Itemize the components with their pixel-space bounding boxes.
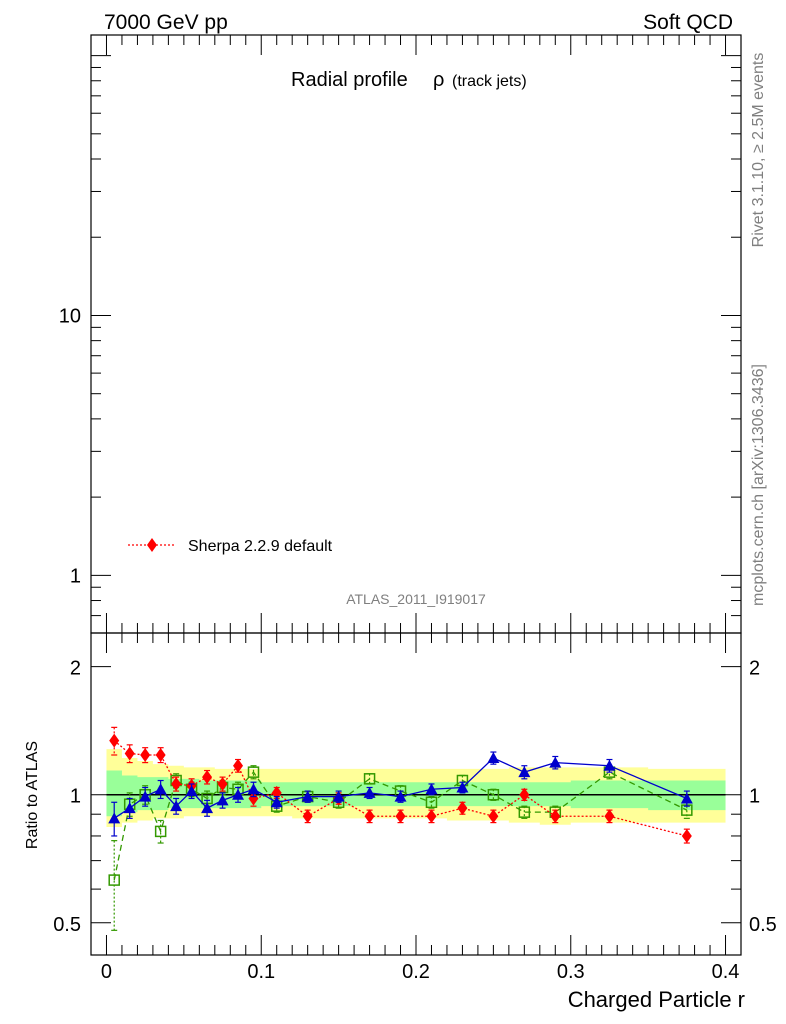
data-point xyxy=(425,783,438,795)
data-point xyxy=(681,828,692,843)
series-line xyxy=(113,771,688,881)
data-point xyxy=(395,809,406,824)
x-tick-label: 0 xyxy=(101,961,112,983)
ratio-y-tick-label-left: 0.5 xyxy=(53,914,81,936)
data-point xyxy=(247,766,260,778)
data-point xyxy=(248,791,259,806)
data-point xyxy=(171,776,182,791)
data-point xyxy=(680,792,693,804)
main-panel: 1 10 Radial profile ρ (track jets) Sherpa… xyxy=(59,34,742,634)
data-point xyxy=(247,783,260,795)
ratio-x-tick-labels: 0 0.1 0.2 0.3 0.4 xyxy=(101,961,740,983)
data-point xyxy=(363,786,376,798)
title-symbol: ρ xyxy=(433,69,444,91)
ratio-series-diamond xyxy=(109,726,692,844)
x-tick-label: 0.3 xyxy=(557,961,585,983)
header-process-label: Soft QCD xyxy=(643,11,733,34)
ratio-y-tick-label-left: 1 xyxy=(70,786,81,808)
data-point xyxy=(488,809,499,824)
data-point xyxy=(201,802,214,814)
data-point xyxy=(108,874,120,886)
legend-label: Sherpa 2.2.9 default xyxy=(188,538,333,555)
main-title: Radial profile ρ (track jets) xyxy=(291,69,527,91)
data-point xyxy=(123,802,136,814)
data-point xyxy=(394,790,407,802)
ratio-y-tick-label-right: 1 xyxy=(749,786,760,808)
x-tick-label: 0.4 xyxy=(712,961,740,983)
ratio-y-tick-label-left: 2 xyxy=(70,658,81,680)
data-point xyxy=(154,825,167,838)
data-point xyxy=(109,733,120,748)
data-point xyxy=(154,783,167,795)
data-point xyxy=(270,796,283,808)
mcplots-label: mcplots.cern.ch [arXiv:1306.3436] xyxy=(750,364,767,606)
x-tick-label: 0.2 xyxy=(402,961,430,983)
ratio-y-tick-label-right: 0.5 xyxy=(749,914,777,936)
series-line xyxy=(113,740,687,837)
data-point xyxy=(550,809,561,824)
title-suffix: (track jets) xyxy=(452,73,527,90)
ratio-ticks xyxy=(91,633,741,955)
data-point xyxy=(549,756,562,768)
data-point xyxy=(202,770,213,785)
data-point xyxy=(363,773,376,785)
ratio-y-tick-labels: 0.5 0.5 1 1 2 2 xyxy=(53,658,777,936)
data-point xyxy=(185,785,198,797)
header-energy-label: 7000 GeV pp xyxy=(104,11,228,34)
ratio-series xyxy=(108,726,693,931)
data-point xyxy=(216,794,229,806)
data-point xyxy=(170,800,183,812)
data-point xyxy=(301,790,314,802)
data-point xyxy=(457,801,468,816)
ratio-y-axis-label: Ratio to ATLAS xyxy=(24,741,41,849)
ratio-y-tick-label-right: 2 xyxy=(749,658,760,680)
title-text: Radial profile xyxy=(291,69,408,91)
data-point xyxy=(604,809,615,824)
data-point xyxy=(364,809,375,824)
data-point xyxy=(302,809,313,824)
data-point xyxy=(603,759,616,771)
data-point xyxy=(124,746,135,761)
data-point xyxy=(155,747,166,762)
data-point xyxy=(233,758,244,773)
data-point xyxy=(332,790,345,802)
rivet-version-label: Rivet 3.1.10, ≥ 2.5M events xyxy=(750,53,767,248)
legend: Sherpa 2.2.9 default xyxy=(128,538,333,555)
data-point xyxy=(232,788,245,800)
legend-marker xyxy=(147,538,157,552)
ratio-uncertainty-bands xyxy=(106,749,726,827)
data-point xyxy=(519,787,530,802)
main-y-tick-labels: 1 10 xyxy=(59,305,81,587)
data-point xyxy=(487,751,500,763)
series-line xyxy=(113,757,688,819)
data-point xyxy=(456,781,469,793)
data-point xyxy=(140,747,151,762)
ratio-series-triangle xyxy=(108,751,693,837)
ratio-panel: 0.5 0.51 12 2 0 0.1 0.2 0.3 0.4 Ratio to ATLAS … xyxy=(24,632,777,1012)
analysis-label: ATLAS_2011_I919017 xyxy=(346,591,486,607)
data-point xyxy=(518,766,531,778)
data-point xyxy=(217,776,228,791)
data-point xyxy=(426,809,437,824)
data-point xyxy=(139,790,152,802)
data-point xyxy=(108,812,121,824)
data-point xyxy=(425,796,438,809)
x-tick-label: 0.1 xyxy=(247,961,275,983)
x-axis-label: Charged Particle r xyxy=(568,987,745,1012)
main-y-tick-label: 10 xyxy=(59,305,81,327)
data-point xyxy=(487,788,500,801)
data-point xyxy=(518,806,531,818)
main-y-ticks xyxy=(91,35,741,634)
main-y-tick-label: 1 xyxy=(70,565,81,587)
